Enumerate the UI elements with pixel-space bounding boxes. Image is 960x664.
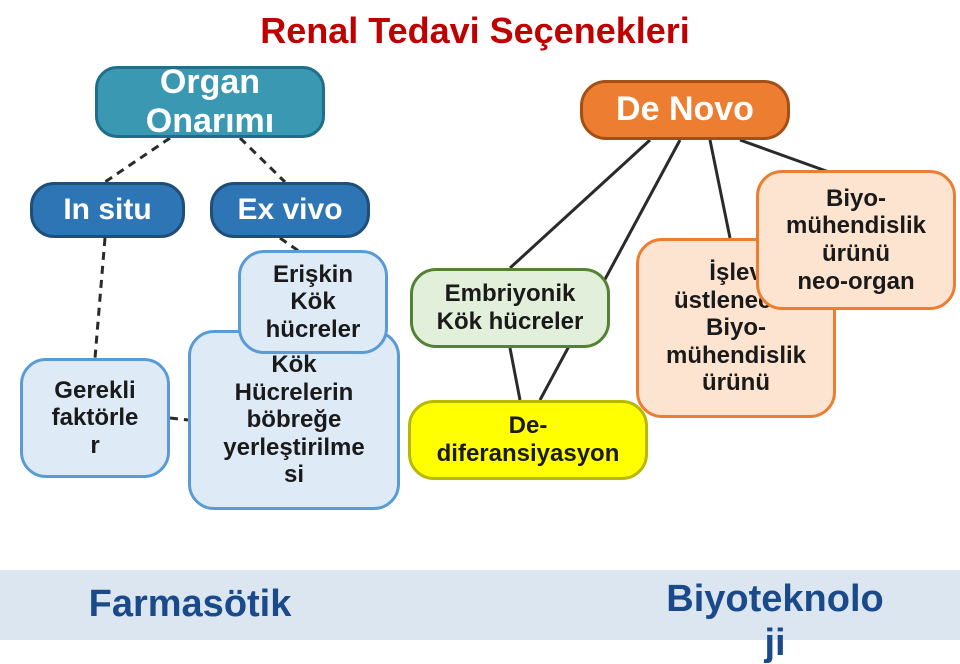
label-biyoteknoloji: Biyoteknolo ji [640, 580, 910, 664]
node-in-situ: In situ [30, 182, 185, 238]
node-gerekli-faktorler: Gerekli faktörle r [20, 358, 170, 478]
diagram-title: Renal Tedavi Seçenekleri [215, 6, 735, 56]
node-ex-vivo: Ex vivo [210, 182, 370, 238]
label-farmasotik: Farmasötik [60, 580, 320, 630]
node-organ-onarimi: Organ Onarımı [95, 66, 325, 138]
node-kok-hucrelerin: Kök Hücrelerin böbreğe yerleştirilme si [188, 330, 400, 510]
node-dediferansiyasyon: De- diferansiyasyon [408, 400, 648, 480]
diagram-stage: Renal Tedavi Seçenekleri Organ Onarımı D… [0, 0, 960, 664]
node-embriyonik: Embriyonik Kök hücreler [410, 268, 610, 348]
node-de-novo: De Novo [580, 80, 790, 140]
node-biyo-neoorgan: Biyo- mühendislik ürünü neo-organ [756, 170, 956, 310]
node-eriskin-kok: Erişkin Kök hücreler [238, 250, 388, 354]
